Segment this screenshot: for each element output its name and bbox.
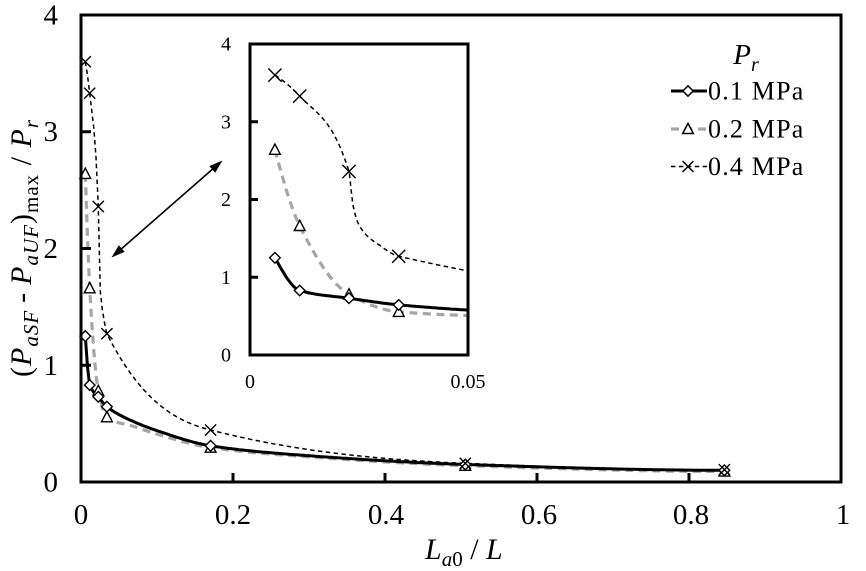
svg-text:1: 1 xyxy=(44,350,59,382)
svg-text:0: 0 xyxy=(245,371,255,393)
svg-text:0.6: 0.6 xyxy=(521,499,557,531)
svg-text:3: 3 xyxy=(44,116,59,148)
svg-text:4: 4 xyxy=(44,0,59,32)
svg-text:2: 2 xyxy=(44,233,59,265)
svg-text:3: 3 xyxy=(221,111,231,133)
svg-text:0.2 MPa: 0.2 MPa xyxy=(708,115,805,144)
svg-text:4: 4 xyxy=(221,34,231,56)
svg-text:0.1 MPa: 0.1 MPa xyxy=(708,77,805,106)
svg-text:La0 / L: La0 / L xyxy=(424,533,503,566)
svg-text:0.8: 0.8 xyxy=(673,499,709,531)
svg-text:1: 1 xyxy=(836,499,851,531)
svg-text:0.4 MPa: 0.4 MPa xyxy=(708,152,805,181)
svg-text:2: 2 xyxy=(221,189,231,211)
svg-text:0: 0 xyxy=(44,467,59,499)
svg-text:0: 0 xyxy=(221,345,231,367)
svg-text:0: 0 xyxy=(74,499,89,531)
svg-text:0.2: 0.2 xyxy=(215,499,251,531)
svg-text:0.05: 0.05 xyxy=(451,371,486,393)
svg-text:0.4: 0.4 xyxy=(368,499,405,531)
svg-text:1: 1 xyxy=(221,267,231,289)
